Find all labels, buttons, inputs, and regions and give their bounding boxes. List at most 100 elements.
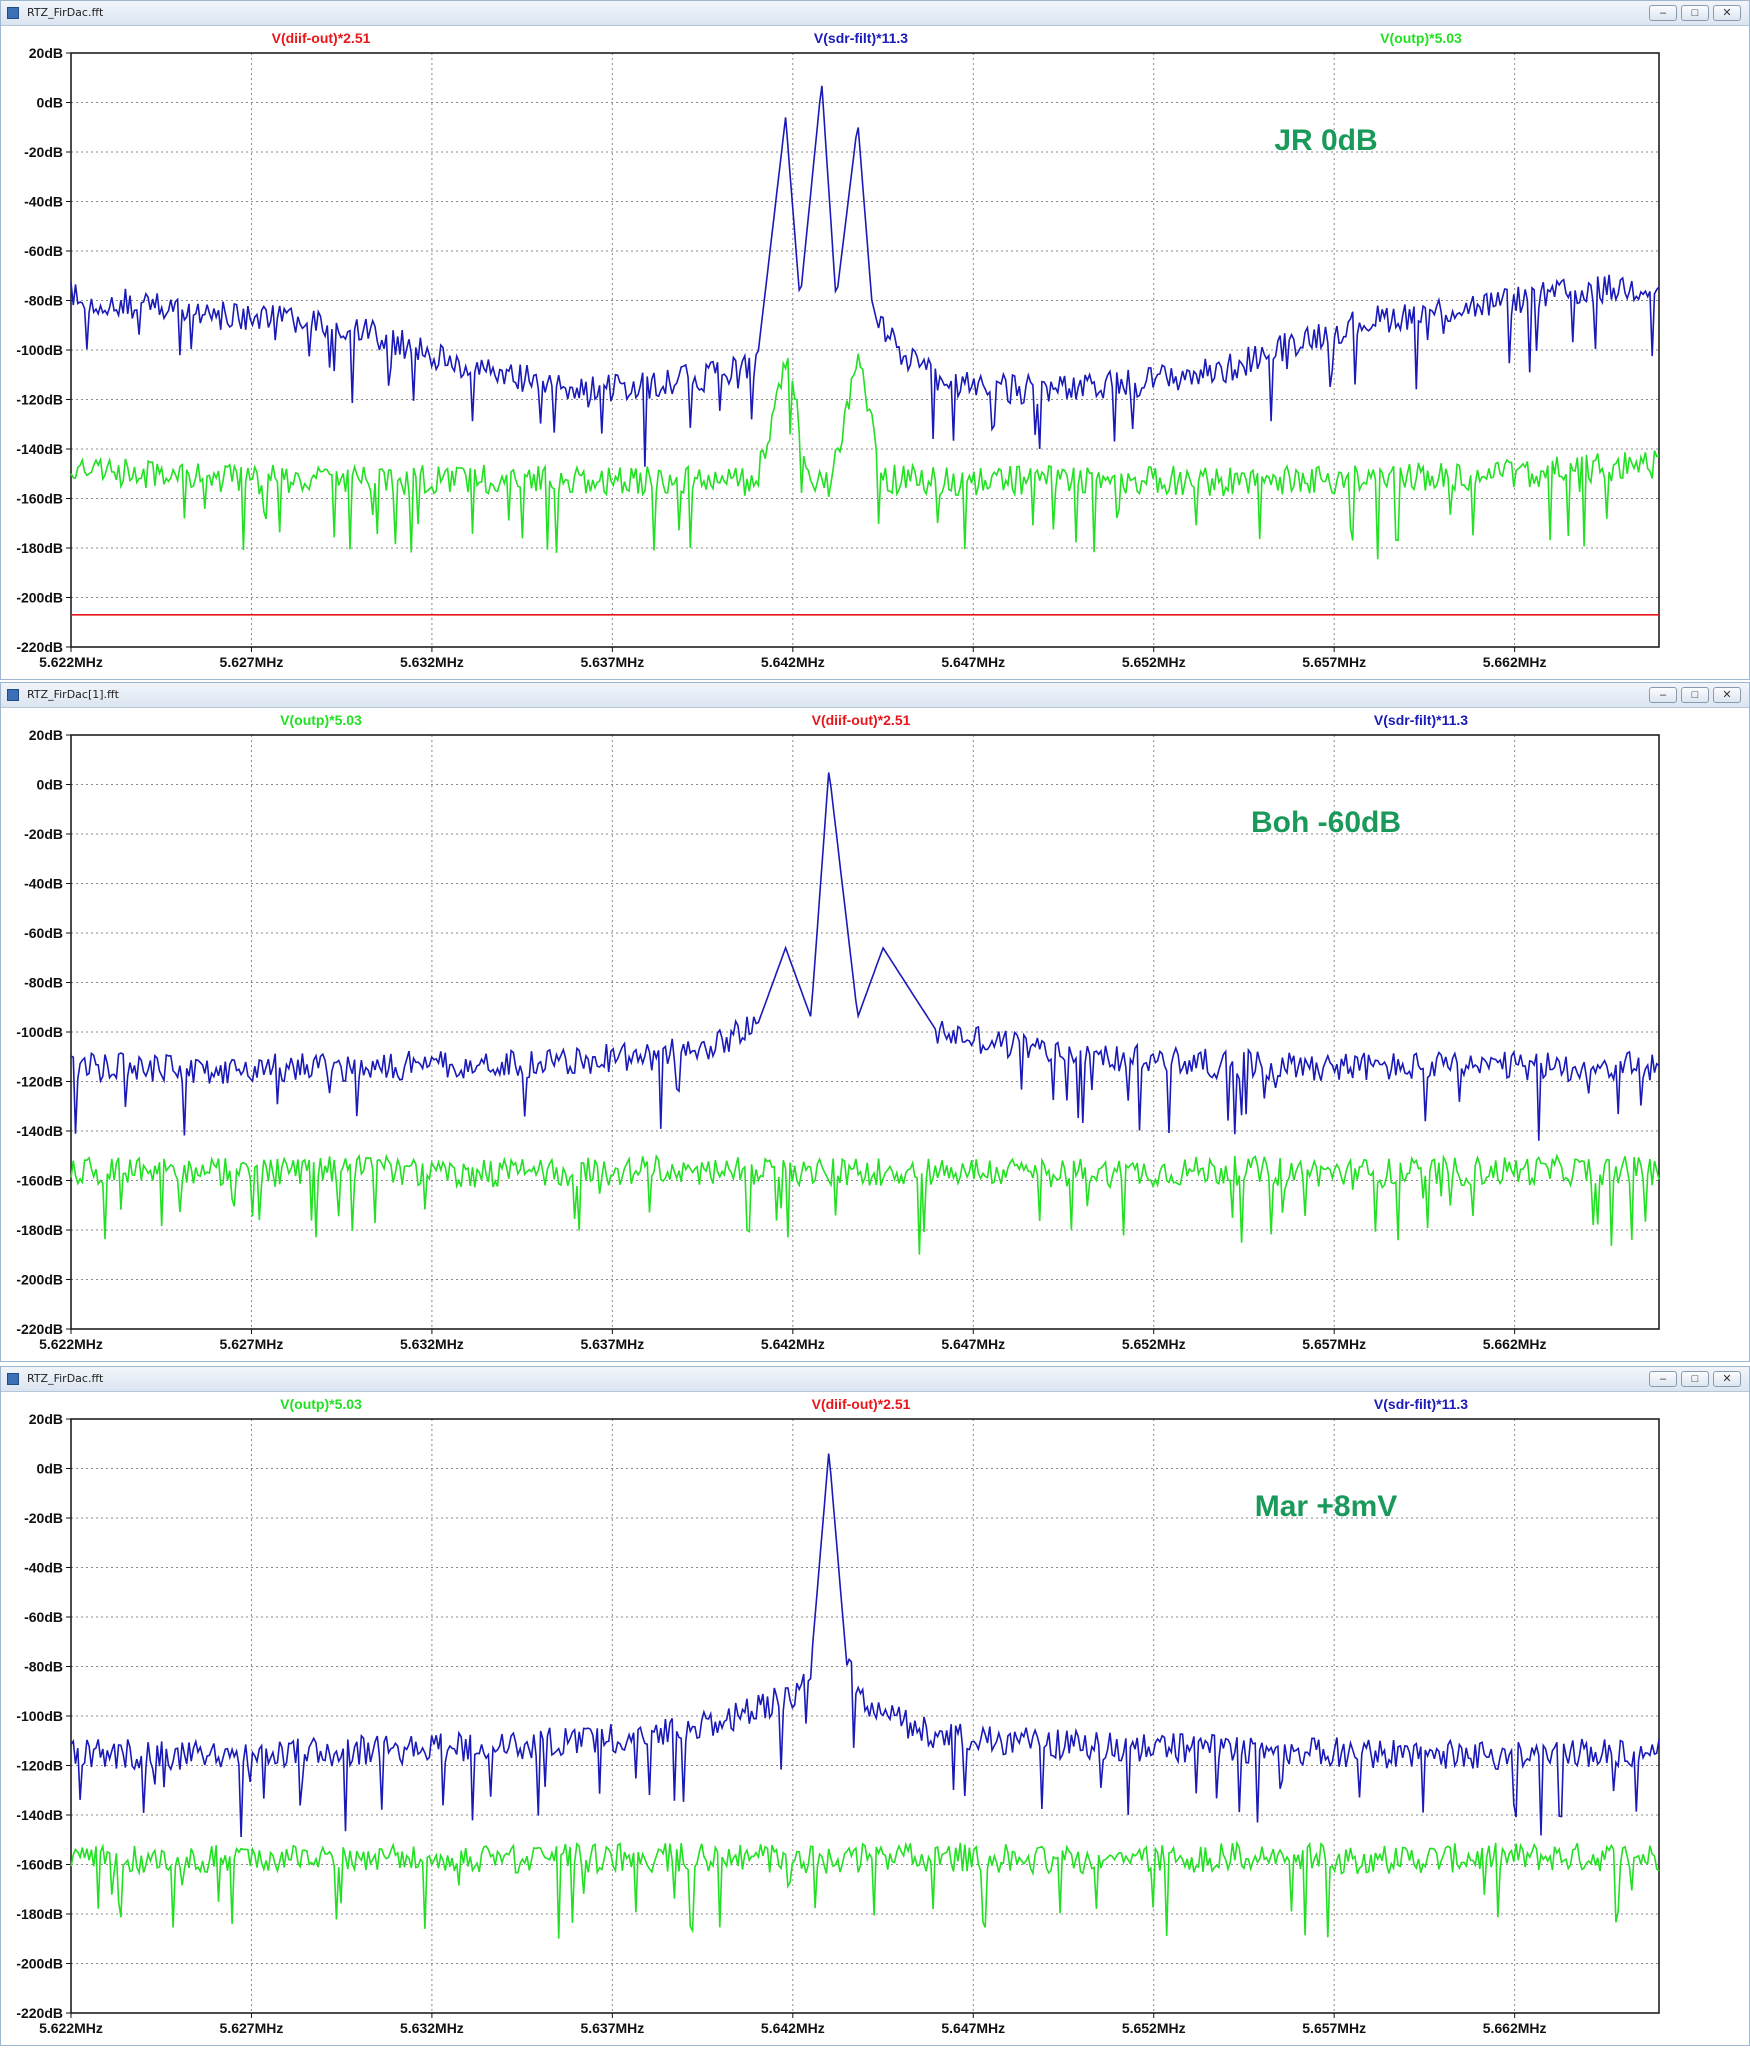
y-tick-label: -60dB bbox=[24, 243, 63, 259]
legend-label-outp[interactable]: V(outp)*5.03 bbox=[280, 712, 362, 728]
plot-grid bbox=[70, 52, 1659, 648]
window-title: RTZ_FirDac.fft bbox=[27, 6, 104, 19]
x-tick-label: 5.647MHz bbox=[941, 1336, 1005, 1352]
y-tick-label: -180dB bbox=[16, 1906, 63, 1922]
x-tick-label: 5.622MHz bbox=[39, 654, 103, 670]
trace-outp[interactable] bbox=[70, 353, 1660, 560]
y-tick-label: -20dB bbox=[24, 1510, 63, 1526]
waveform-app-icon bbox=[7, 7, 19, 19]
y-tick-label: -80dB bbox=[24, 975, 63, 991]
fft-plot[interactable]: 20dB 0dB -20dB -40dB -60dB -80dB -100dB -120dB -… bbox=[1, 707, 1750, 1361]
y-tick-label: -20dB bbox=[24, 826, 63, 842]
y-tick-label: -160dB bbox=[16, 1857, 63, 1873]
y-tick-label: -200dB bbox=[16, 590, 63, 606]
y-tick-label: -80dB bbox=[24, 293, 63, 309]
x-tick-label: 5.627MHz bbox=[220, 654, 284, 670]
legend-label-sdr-filt[interactable]: V(sdr-filt)*11.3 bbox=[1374, 1396, 1468, 1412]
y-tick-label: 20dB bbox=[29, 45, 63, 61]
legend-label-diif-out[interactable]: V(diif-out)*2.51 bbox=[812, 1396, 911, 1412]
waveform-app-icon bbox=[7, 1373, 19, 1385]
y-tick-label: -220dB bbox=[16, 639, 63, 655]
fft-window-2: RTZ_FirDac[1].fft – □ ✕ 20dB 0dB -20dB -40d… bbox=[0, 682, 1750, 1362]
trace-outp[interactable] bbox=[70, 1153, 1660, 1255]
maximize-button[interactable]: □ bbox=[1681, 1371, 1709, 1387]
x-tick-label: 5.632MHz bbox=[400, 654, 464, 670]
y-tick-label: -160dB bbox=[16, 1173, 63, 1189]
close-button[interactable]: ✕ bbox=[1713, 5, 1741, 21]
y-tick-label: -40dB bbox=[24, 194, 63, 210]
legend-label-diif-out[interactable]: V(diif-out)*2.51 bbox=[272, 30, 371, 46]
plot-frame bbox=[70, 1418, 1660, 2014]
legend-label-sdr-filt[interactable]: V(sdr-filt)*11.3 bbox=[1374, 712, 1468, 728]
y-tick-label: 20dB bbox=[29, 1411, 63, 1427]
x-tick-label: 5.662MHz bbox=[1483, 1336, 1547, 1352]
maximize-button[interactable]: □ bbox=[1681, 687, 1709, 703]
y-tick-label: 0dB bbox=[37, 95, 63, 111]
minimize-button[interactable]: – bbox=[1649, 5, 1677, 21]
trace-sdr-filt[interactable] bbox=[70, 772, 1660, 1141]
fft-plot[interactable]: 20dB 0dB -20dB -40dB -60dB -80dB -100dB -120dB -… bbox=[1, 1391, 1750, 2045]
x-tick-label: 5.642MHz bbox=[761, 654, 825, 670]
plot-grid bbox=[70, 734, 1659, 1330]
y-tick-label: -160dB bbox=[16, 491, 63, 507]
x-tick-label: 5.637MHz bbox=[580, 654, 644, 670]
y-tick-label: -220dB bbox=[16, 1321, 63, 1337]
y-tick-label: 0dB bbox=[37, 1461, 63, 1477]
x-tick-label: 5.637MHz bbox=[580, 1336, 644, 1352]
x-tick-label: 5.647MHz bbox=[941, 2020, 1005, 2036]
legend-label-sdr-filt[interactable]: V(sdr-filt)*11.3 bbox=[814, 30, 908, 46]
y-tick-label: -20dB bbox=[24, 144, 63, 160]
y-tick-label: -60dB bbox=[24, 925, 63, 941]
x-tick-label: 5.647MHz bbox=[941, 654, 1005, 670]
x-tick-label: 5.632MHz bbox=[400, 1336, 464, 1352]
x-tick-label: 5.662MHz bbox=[1483, 654, 1547, 670]
x-tick-label: 5.637MHz bbox=[580, 2020, 644, 2036]
window-title: RTZ_FirDac[1].fft bbox=[27, 688, 119, 701]
legend-label-outp[interactable]: V(outp)*5.03 bbox=[280, 1396, 362, 1412]
x-tick-label: 5.652MHz bbox=[1122, 654, 1186, 670]
x-tick-label: 5.657MHz bbox=[1302, 1336, 1366, 1352]
x-tick-label: 5.652MHz bbox=[1122, 2020, 1186, 2036]
y-tick-label: -100dB bbox=[16, 1024, 63, 1040]
y-tick-label: -180dB bbox=[16, 540, 63, 556]
plot-grid bbox=[70, 1418, 1659, 2014]
plot-annotation: Mar +8mV bbox=[1255, 1490, 1398, 1523]
window-titlebar[interactable]: RTZ_FirDac.fft – □ ✕ bbox=[1, 1, 1749, 26]
window-titlebar[interactable]: RTZ_FirDac[1].fft – □ ✕ bbox=[1, 683, 1749, 708]
legend-label-diif-out[interactable]: V(diif-out)*2.51 bbox=[812, 712, 911, 728]
y-tick-label: -140dB bbox=[16, 441, 63, 457]
y-tick-label: -180dB bbox=[16, 1222, 63, 1238]
maximize-button[interactable]: □ bbox=[1681, 5, 1709, 21]
x-tick-label: 5.662MHz bbox=[1483, 2020, 1547, 2036]
minimize-button[interactable]: – bbox=[1649, 687, 1677, 703]
minimize-button[interactable]: – bbox=[1649, 1371, 1677, 1387]
window-titlebar[interactable]: RTZ_FirDac.fft – □ ✕ bbox=[1, 1367, 1749, 1392]
fft-window-1: RTZ_FirDac.fft – □ ✕ 20dB 0dB -20dB -40dB -6… bbox=[0, 0, 1750, 680]
trace-sdr-filt[interactable] bbox=[70, 1453, 1660, 1838]
trace-outp[interactable] bbox=[70, 1840, 1660, 1939]
y-tick-label: 20dB bbox=[29, 727, 63, 743]
x-tick-label: 5.622MHz bbox=[39, 1336, 103, 1352]
y-tick-label: -120dB bbox=[16, 1074, 63, 1090]
fft-window-3: RTZ_FirDac.fft – □ ✕ 20dB 0dB -20dB -40dB -6… bbox=[0, 1366, 1750, 2046]
x-tick-label: 5.627MHz bbox=[220, 1336, 284, 1352]
fft-plot[interactable]: 20dB 0dB -20dB -40dB -60dB -80dB -100dB -120dB -… bbox=[1, 25, 1750, 679]
y-tick-label: -140dB bbox=[16, 1123, 63, 1139]
x-tick-label: 5.622MHz bbox=[39, 2020, 103, 2036]
x-tick-label: 5.627MHz bbox=[220, 2020, 284, 2036]
y-tick-label: -100dB bbox=[16, 342, 63, 358]
x-tick-label: 5.657MHz bbox=[1302, 2020, 1366, 2036]
y-tick-label: -220dB bbox=[16, 2005, 63, 2021]
close-button[interactable]: ✕ bbox=[1713, 687, 1741, 703]
legend-label-outp[interactable]: V(outp)*5.03 bbox=[1380, 30, 1462, 46]
plot-annotation: JR 0dB bbox=[1274, 124, 1377, 157]
y-tick-label: -80dB bbox=[24, 1659, 63, 1675]
waveform-app-icon bbox=[7, 689, 19, 701]
trace-sdr-filt[interactable] bbox=[70, 85, 1660, 467]
plot-frame bbox=[70, 734, 1660, 1330]
x-tick-label: 5.632MHz bbox=[400, 2020, 464, 2036]
plot-annotation: Boh -60dB bbox=[1251, 806, 1401, 839]
y-tick-label: -140dB bbox=[16, 1807, 63, 1823]
close-button[interactable]: ✕ bbox=[1713, 1371, 1741, 1387]
y-tick-label: 0dB bbox=[37, 777, 63, 793]
